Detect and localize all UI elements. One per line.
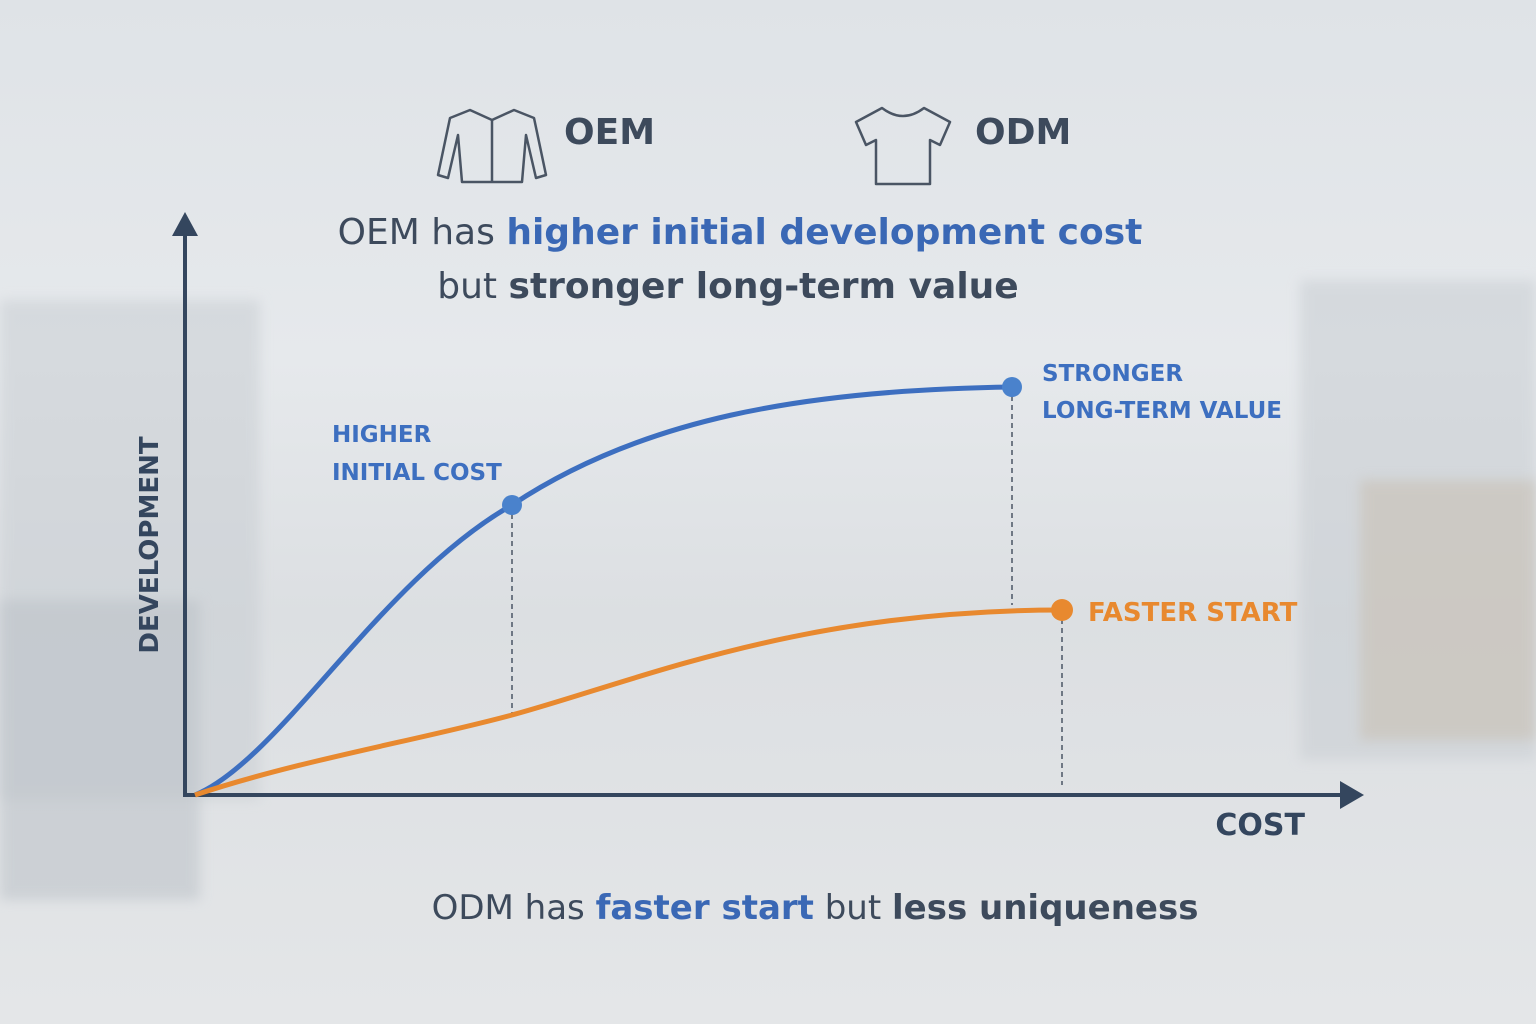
axes [172, 212, 1364, 809]
legend-label: OEM [564, 112, 656, 153]
guide-lines [511, 387, 1063, 785]
headline-strong: stronger long-term value [508, 266, 1019, 307]
background-table [0, 600, 200, 900]
headline-text: OEM has [337, 212, 495, 253]
annotation: LONG-TERM VALUE [1042, 398, 1282, 424]
footer-highlight: faster start [595, 888, 814, 928]
footer-text: ODM has [431, 888, 585, 928]
footer-text: but [824, 888, 882, 928]
headline-line: OEM has higher initial development cost [0, 212, 1480, 253]
oem-curve [194, 384, 1013, 798]
annotation: HIGHER [332, 422, 432, 448]
footer-strong: less uniqueness [892, 888, 1199, 928]
x-axis-label: COST [1215, 808, 1305, 843]
annotation: STRONGER [1042, 361, 1183, 387]
tshirt-icon [854, 106, 952, 186]
oem-point [1002, 377, 1022, 397]
oem-point [502, 495, 522, 515]
odm-point [1051, 599, 1073, 621]
headline-text: but [437, 266, 498, 307]
footer: ODM has faster start but less uniqueness [0, 888, 1536, 928]
annotation: INITIAL COST [332, 460, 502, 486]
headline-highlight: higher initial development cost [506, 212, 1143, 253]
odm-curve [194, 607, 1063, 798]
background-boxes [1360, 480, 1536, 740]
annotation: FASTER START [1088, 598, 1298, 628]
headline-line: but stronger long-term value [0, 266, 1456, 307]
y-axis-label: DEVELOPMENT [135, 436, 165, 653]
legend-label: ODM [975, 112, 1072, 153]
shirt-icon [436, 108, 548, 184]
